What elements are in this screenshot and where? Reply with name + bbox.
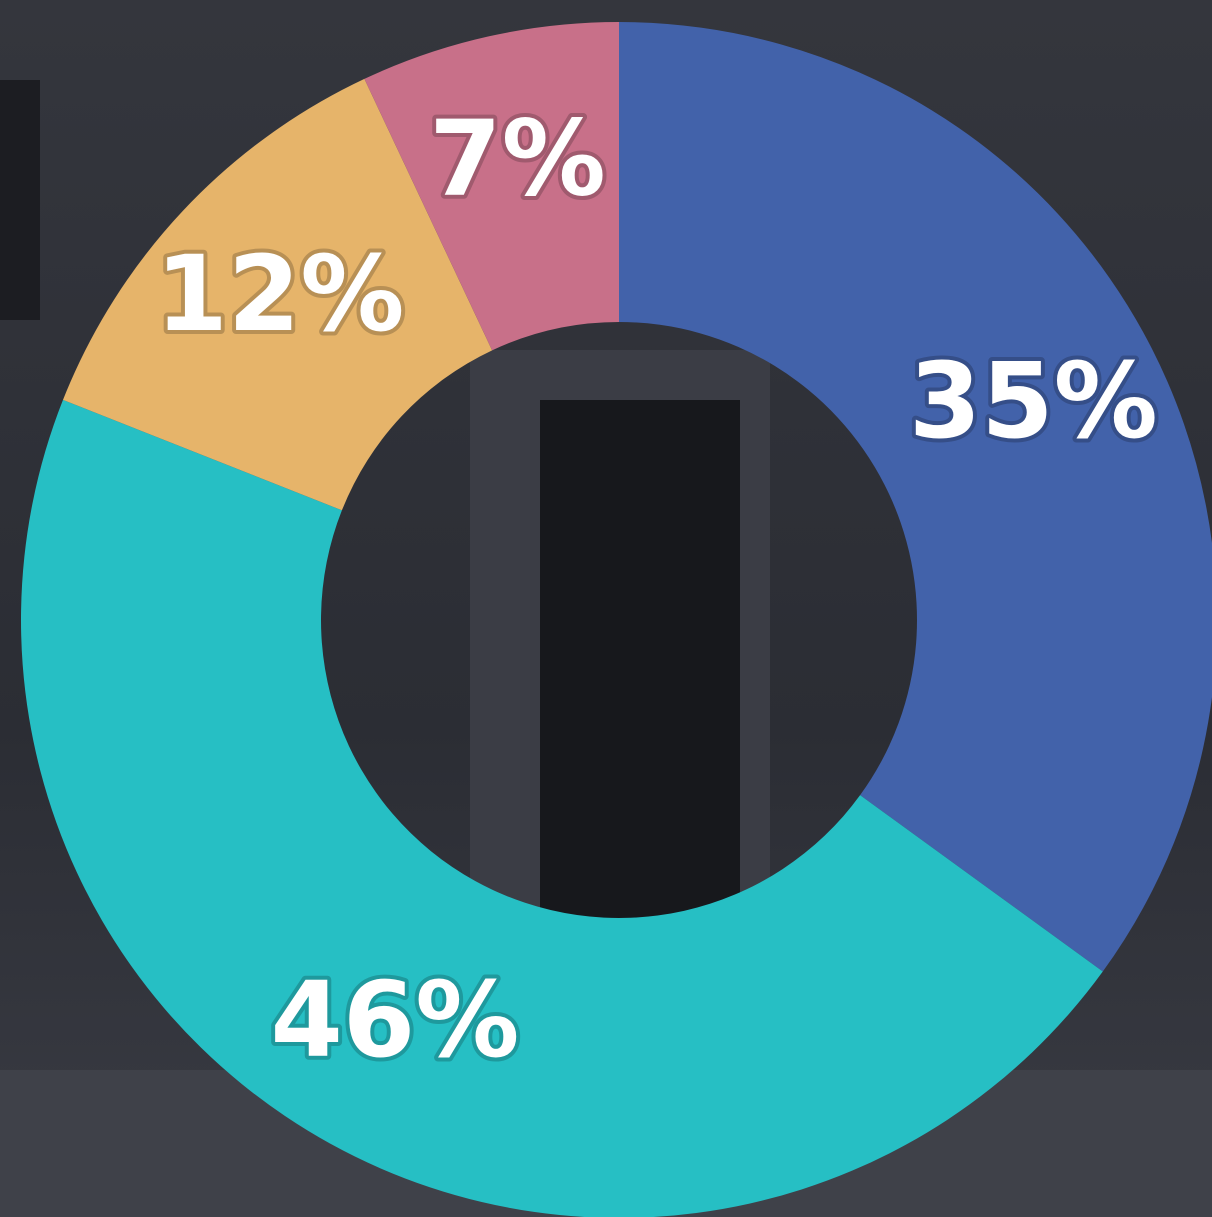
data-label: 7% <box>429 98 606 220</box>
chart: 35% 46% 12%7% <box>0 0 1212 1217</box>
data-label: 12% <box>156 233 405 355</box>
data-label: 46% <box>271 959 520 1081</box>
data-label: 35% <box>909 340 1158 462</box>
page: {"chart_data": {"type": "donut", "catego… <box>0 0 1212 1217</box>
background-window <box>0 80 40 320</box>
background-doorway <box>540 400 740 920</box>
